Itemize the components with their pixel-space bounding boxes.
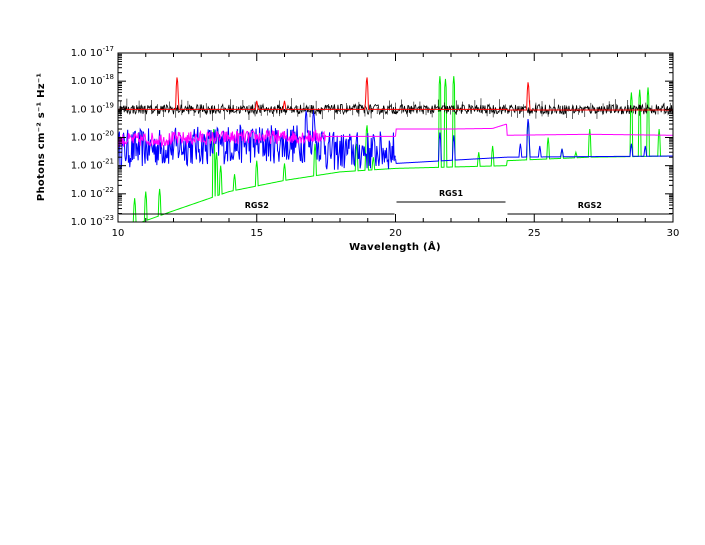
panel-label: RGS2	[245, 201, 269, 210]
series-red-model	[118, 77, 673, 111]
y-tick-label: 1.0 10-17	[71, 45, 114, 59]
x-tick-label: 25	[528, 228, 541, 239]
series-blue-component	[117, 109, 674, 170]
y-tick-label: 1.0 10-21	[71, 158, 114, 172]
y-tick-label: 1.0 10-19	[71, 101, 114, 115]
y-tick-label: 1.0 10-22	[71, 186, 114, 200]
x-tick-label: 30	[667, 228, 680, 239]
x-tick-label: 10	[112, 228, 125, 239]
spectrum-curves	[117, 76, 674, 223]
y-tick-label: 1.0 10-23	[71, 214, 114, 228]
x-tick-label: 20	[389, 228, 402, 239]
y-tick-label: 1.0 10-20	[71, 130, 114, 144]
panel-labels: RGS2 RGS1 RGS2	[119, 189, 672, 215]
x-axis-title: Wavelength (Å)	[349, 240, 441, 253]
panel-label: RGS1	[439, 189, 463, 198]
x-tick-label: 15	[250, 228, 263, 239]
axes: 10 15 20 25 30 1.0 10-23 1.0 10-22 1.0 10-21 1.0…	[71, 45, 680, 239]
y-tick-label: 1.0 10-18	[71, 73, 114, 87]
panel-label: RGS2	[578, 201, 602, 210]
y-axis-title: Photons cm⁻² s⁻¹ Hz⁻¹	[36, 73, 47, 201]
series-magenta-component	[117, 123, 674, 149]
